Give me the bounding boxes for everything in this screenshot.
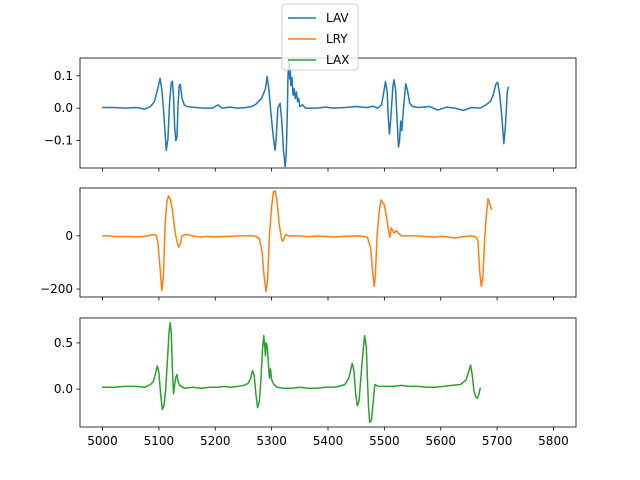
y-tick-label: 0.0	[54, 382, 73, 396]
legend-label-lry: LRY	[326, 32, 348, 46]
y-tick-label: 0.5	[54, 336, 73, 350]
y-tick-label: −200	[40, 282, 73, 296]
y-tick-label: 0.0	[54, 101, 73, 115]
series-line-lax	[101, 321, 481, 424]
y-tick-label: 0.1	[54, 69, 73, 83]
legend: LAV LRY LAX	[281, 3, 359, 71]
legend-label-lav: LAV	[326, 11, 349, 25]
x-tick-label: 5300	[256, 434, 287, 448]
subplot-lax: 0.5 0.0 5000 5100 5200 5300 5400 5500 5600 5700 58…	[54, 317, 577, 448]
x-tick-label: 5000	[87, 434, 118, 448]
subplot-lav: 0.1 0.0 −0.1	[44, 57, 577, 172]
x-tick-label: 5400	[313, 434, 344, 448]
y-tick-label: 0	[65, 229, 73, 243]
series-line-lav	[101, 60, 510, 168]
x-tick-label: 5500	[369, 434, 400, 448]
legend-box	[281, 3, 359, 71]
subplot-lry: 0 −200	[40, 187, 577, 301]
legend-label-lax: LAX	[326, 53, 349, 67]
x-tick-label: 5100	[144, 434, 175, 448]
x-tick-label: 5200	[200, 434, 231, 448]
x-tick-label: 5600	[425, 434, 456, 448]
series-line-lry	[101, 189, 493, 293]
x-tick-label: 5800	[538, 434, 569, 448]
y-tick-label: −0.1	[44, 134, 73, 148]
x-tick-label: 5700	[482, 434, 513, 448]
axes-layer: 0.1 0.0 −0.1 0 −200 0.5 0.0 5000 5100 5200 5300 540…	[40, 57, 577, 448]
